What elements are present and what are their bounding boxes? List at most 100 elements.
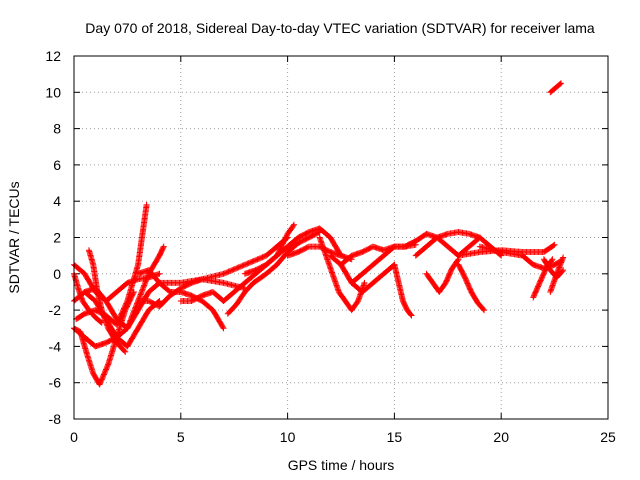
data-point [133,301,140,308]
data-point [236,263,243,270]
data-point [127,316,134,323]
data-point [140,283,147,290]
data-point [228,267,235,274]
data-point [128,314,135,321]
data-point [233,265,240,272]
data-point [220,270,227,277]
y-axis-label: SDTVAR / TECUs [6,181,22,293]
series-pass-10 [135,276,248,310]
x-tick-label: 0 [70,429,78,445]
series-pass-14 [241,225,344,277]
data-point [235,264,242,271]
data-point [156,270,163,277]
y-tick-label: 4 [53,193,61,209]
data-point [138,290,145,297]
data-point [558,80,565,87]
y-tick-label: 8 [53,121,61,137]
series-pass-01 [71,288,137,388]
data-point [248,259,255,266]
data-point [221,270,228,277]
data-point [160,243,167,250]
series-pass-06 [71,243,167,350]
data-point [132,305,139,312]
data-point [480,306,487,313]
data-point [239,262,246,269]
data-layer [71,80,567,388]
data-point [260,253,267,260]
data-point [238,263,245,270]
data-point [223,269,230,276]
data-point [143,201,150,208]
y-tick-label: -6 [49,375,62,391]
grid-layer [74,56,608,419]
y-tick-label: 0 [53,266,61,282]
data-point [258,254,265,261]
data-point [560,254,567,261]
data-point [234,264,241,271]
data-point [128,313,135,320]
data-point [126,318,133,325]
data-point [124,323,131,330]
data-point [97,319,104,326]
series-pass-24 [455,261,488,314]
y-tick-label: -8 [49,411,62,427]
data-point [137,292,144,299]
data-point [124,325,131,332]
data-point [240,262,247,269]
x-tick-label: 5 [177,429,185,445]
data-point [127,317,134,324]
data-point [244,260,251,267]
data-point [131,307,138,314]
data-point [291,221,298,228]
data-point [139,287,146,294]
data-point [130,309,137,316]
data-point [481,307,488,314]
data-point [245,260,252,267]
data-point [140,285,147,292]
x-tick-label: 10 [280,429,296,445]
data-point [230,266,237,273]
data-point [121,347,128,354]
data-point [259,254,266,261]
y-tick-label: 6 [53,157,61,173]
data-point [249,258,256,265]
data-point [549,256,556,263]
data-point [557,81,564,88]
data-point [133,303,140,310]
data-point [251,257,258,264]
data-point [254,256,261,263]
data-point [256,255,263,262]
data-point [454,257,461,264]
data-point [160,244,167,251]
data-point [361,279,368,286]
data-point [138,288,145,295]
series-pass-30 [547,80,565,96]
data-point [250,257,257,264]
data-point [104,362,111,369]
data-point [126,320,133,327]
data-point [141,282,148,289]
data-point [407,311,414,318]
y-tick-label: 10 [45,84,61,100]
data-point [225,268,232,275]
plot-frame [73,55,609,420]
data-point [219,324,226,331]
y-tick-label: 12 [45,48,61,64]
x-tick-label: 25 [600,429,616,445]
y-tick-label: -2 [49,302,62,318]
data-point [132,304,139,311]
series-pass-29 [547,254,567,295]
data-point [122,348,129,355]
x-axis-label: GPS time / hours [288,457,395,473]
label-layer: 0 5 10 15 20 25 -8 -6 -4 -2 0 2 4 6 8 10 12 [45,48,616,445]
data-point [226,268,233,275]
data-point [125,321,132,328]
data-point [224,269,231,276]
data-point [125,322,132,329]
series-pass-20 [391,261,415,319]
data-point [304,244,311,251]
series-pass-16 [316,234,368,314]
x-tick-label: 15 [387,429,403,445]
data-point [229,267,236,274]
